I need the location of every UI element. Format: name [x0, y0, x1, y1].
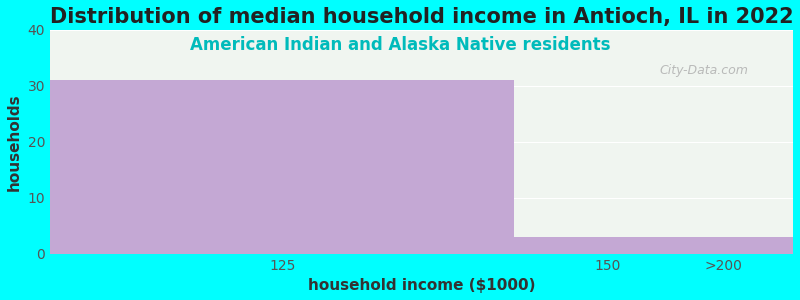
Y-axis label: households: households — [7, 93, 22, 190]
Title: Distribution of median household income in Antioch, IL in 2022: Distribution of median household income … — [50, 7, 794, 27]
Text: City-Data.com: City-Data.com — [659, 64, 748, 77]
Text: American Indian and Alaska Native residents: American Indian and Alaska Native reside… — [190, 36, 610, 54]
Bar — [654, 237, 793, 253]
Bar — [514, 237, 654, 253]
X-axis label: household income ($1000): household income ($1000) — [308, 278, 535, 293]
Bar — [50, 80, 514, 254]
